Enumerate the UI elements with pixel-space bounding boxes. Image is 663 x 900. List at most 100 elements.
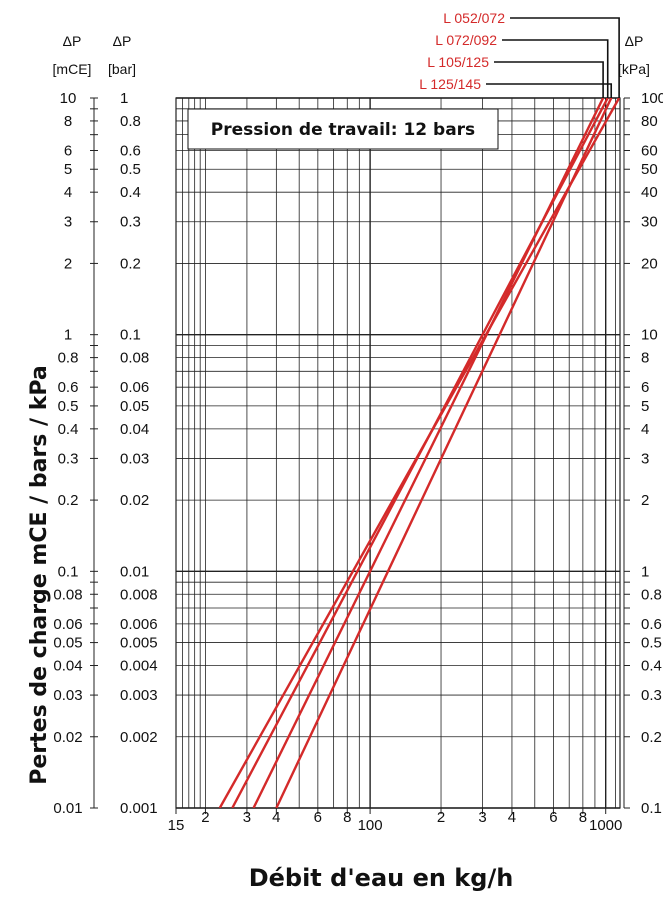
y-tick-label-bar: 0.08	[120, 350, 149, 367]
y-tick-label-mce: 0.06	[53, 616, 82, 633]
y-tick-label-bar: 0.001	[120, 800, 158, 817]
legend-leader	[494, 61, 604, 98]
x-tick-label: 6	[549, 809, 557, 826]
y-tick-label-bar: 0.1	[120, 327, 141, 344]
y-tick-label-bar: 0.002	[120, 729, 158, 746]
legend-label: L 105/125	[427, 54, 489, 70]
y-tick-label-mce: 0.02	[53, 729, 82, 746]
y-tick-label-bar: 0.03	[120, 450, 149, 467]
x-tick-label: 100	[358, 817, 383, 834]
y-tick-label-kpa: 4	[641, 421, 649, 438]
y-axis-header-symbol-kpa: ΔP	[625, 33, 644, 49]
x-tick-label: 4	[272, 809, 280, 826]
y-axis-header-unit-mce: [mCE]	[53, 61, 92, 77]
y-tick-label-mce: 0.6	[58, 379, 79, 396]
x-tick-label: 6	[314, 809, 322, 826]
y-tick-label-bar: 0.004	[120, 658, 158, 675]
x-tick-label: 8	[343, 809, 351, 826]
y-tick-label-kpa: 10	[641, 327, 658, 344]
y-tick-label-kpa: 0.8	[641, 586, 662, 603]
y-tick-label-kpa: 5	[641, 398, 649, 415]
y-tick-label-bar: 0.006	[120, 616, 158, 633]
y-tick-label-bar: 0.8	[120, 113, 141, 130]
y-tick-label-bar: 0.06	[120, 379, 149, 396]
y-tick-label-kpa: 0.2	[641, 729, 662, 746]
y-tick-label-kpa: 80	[641, 113, 658, 130]
y-tick-label-mce: 0.4	[58, 421, 79, 438]
y-tick-label-kpa: 0.4	[641, 658, 662, 675]
legend-leader	[502, 39, 609, 98]
y-tick-label-mce: 0.5	[58, 398, 79, 415]
series-line	[275, 98, 613, 808]
x-tick-label: 4	[508, 809, 516, 826]
x-tick-label: 1000	[589, 817, 622, 834]
y-tick-label-bar: 0.02	[120, 492, 149, 509]
y-tick-label-bar: 0.4	[120, 184, 141, 201]
y-axis-header-symbol-mce: ΔP	[63, 33, 82, 49]
legend-leader	[486, 83, 613, 98]
y-tick-label-kpa: 1	[641, 563, 649, 580]
x-axis: 15 2 3 4 6 8 100 2 3 4 6 8 1000	[168, 808, 622, 834]
x-tick-label: 2	[201, 809, 209, 826]
y-axis-header-unit-kpa: [kPa]	[618, 61, 650, 77]
x-tick-label: 2	[437, 809, 445, 826]
y-tick-label-bar: 0.05	[120, 398, 149, 415]
y-axes: ΔP[mCE]1086543210.80.60.50.40.30.20.10.0…	[53, 33, 663, 817]
y-tick-label-mce: 0.1	[58, 563, 79, 580]
series-lines	[218, 98, 620, 808]
y-tick-label-kpa: 20	[641, 255, 658, 272]
x-tick-label: 3	[243, 809, 251, 826]
y-tick-label-kpa: 6	[641, 379, 649, 396]
x-tick-label: 8	[579, 809, 587, 826]
y-tick-label-bar: 0.2	[120, 255, 141, 272]
y-axis-header-unit-bar: [bar]	[108, 61, 136, 77]
y-tick-label-kpa: 8	[641, 350, 649, 367]
y-tick-label-bar: 0.003	[120, 687, 158, 704]
y-tick-label-mce: 0.08	[53, 586, 82, 603]
y-tick-label-mce: 5	[64, 161, 72, 178]
legend-label: L 072/092	[435, 32, 497, 48]
y-tick-label-kpa: 0.6	[641, 616, 662, 633]
y-tick-label-kpa: 0.5	[641, 635, 662, 652]
y-tick-label-mce: 0.05	[53, 635, 82, 652]
y-tick-label-kpa: 60	[641, 143, 658, 160]
y-tick-label-kpa: 3	[641, 450, 649, 467]
y-tick-label-bar: 0.6	[120, 143, 141, 160]
y-tick-label-mce: 0.01	[53, 800, 82, 817]
legend-leader	[510, 17, 620, 98]
series-line	[252, 98, 605, 808]
y-tick-label-bar: 0.3	[120, 214, 141, 231]
y-tick-label-mce: 3	[64, 214, 72, 231]
y-tick-label-mce: 6	[64, 143, 72, 160]
model-legend: L 052/072 L 072/092 L 105/125 L 125/145	[419, 10, 620, 98]
y-tick-label-mce: 2	[64, 255, 72, 272]
y-tick-label-mce: 0.2	[58, 492, 79, 509]
x-tick-label: 3	[478, 809, 486, 826]
y-tick-label-mce: 4	[64, 184, 72, 201]
plot-frame	[175, 97, 621, 809]
y-tick-label-bar: 0.005	[120, 635, 158, 652]
y-tick-label-kpa: 2	[641, 492, 649, 509]
y-tick-label-mce: 1	[64, 327, 72, 344]
y-tick-label-kpa: 30	[641, 214, 658, 231]
y-tick-label-mce: 10	[60, 90, 77, 107]
legend-label: L 052/072	[443, 10, 505, 26]
y-tick-label-bar: 0.04	[120, 421, 149, 438]
y-tick-label-mce: 0.03	[53, 687, 82, 704]
y-tick-label-mce: 0.3	[58, 450, 79, 467]
y-tick-label-mce: 8	[64, 113, 72, 130]
legend-label: L 125/145	[419, 76, 481, 92]
y-tick-label-bar: 0.01	[120, 563, 149, 580]
note: Pression de travail: 12 bars	[211, 120, 475, 140]
note-box	[187, 108, 499, 150]
grid	[175, 97, 621, 809]
y-tick-label-kpa: 40	[641, 184, 658, 201]
y-tick-label-bar: 1	[120, 90, 128, 107]
y-tick-label-kpa: 100	[641, 90, 663, 107]
y-tick-label-kpa: 0.3	[641, 687, 662, 704]
y-tick-label-kpa: 50	[641, 161, 658, 178]
y-tick-label-kpa: 0.1	[641, 800, 662, 817]
y-tick-label-mce: 0.04	[53, 658, 82, 675]
x-axis-label: Débit d'eau en kg/h	[249, 864, 514, 892]
